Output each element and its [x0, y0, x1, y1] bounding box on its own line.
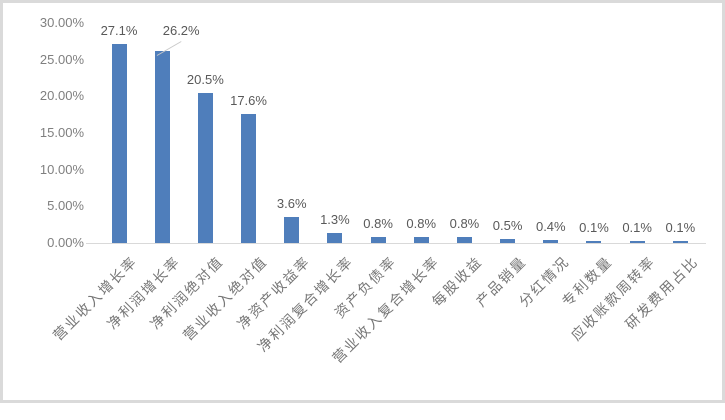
bar-chart-screenshot: { "chart_data": { "type": "bar", "title"… — [0, 0, 725, 403]
bar-8 — [413, 237, 429, 243]
bar-12 — [586, 241, 602, 243]
y-axis-tick-label: 20.00% — [39, 88, 84, 104]
bar-value-label: 0.1% — [579, 220, 609, 235]
y-axis-tick-label: 10.00% — [39, 161, 84, 177]
bar-value-label: 0.4% — [535, 219, 566, 234]
y-axis-tick-label: 15.00% — [39, 125, 84, 141]
y-axis-tick-label: 25.00% — [39, 51, 84, 67]
bar-13 — [629, 241, 645, 243]
bar-9 — [456, 237, 472, 243]
bar-14 — [672, 241, 688, 243]
bar-1 — [111, 44, 127, 243]
bar-value-label: 0.5% — [492, 218, 523, 233]
y-axis-tick-label: 5.00% — [47, 198, 84, 214]
bar-value-label: 0.1% — [665, 220, 696, 235]
x-axis-line — [86, 243, 706, 244]
category-label: 应收账款周转率 — [567, 253, 659, 344]
y-axis-tick-label: 0.00% — [47, 235, 84, 250]
bar-10 — [500, 239, 516, 243]
category-label: 专利数量 — [558, 253, 616, 310]
bar-7 — [370, 237, 386, 243]
bar-3 — [197, 93, 213, 243]
bar-value-label: 0.8% — [449, 216, 480, 231]
bar-11 — [543, 240, 559, 243]
bar-value-label: 0.1% — [622, 220, 652, 235]
bar-value-label: 3.6% — [276, 196, 307, 211]
bar-value-label: 0.8% — [406, 216, 437, 231]
bar-5 — [284, 217, 300, 243]
bar-4 — [241, 114, 257, 243]
y-axis-tick-label: 30.00% — [39, 15, 84, 31]
bar-value-label: 20.5% — [186, 72, 224, 87]
bar-value-label: 0.8% — [363, 216, 393, 231]
bar-value-label: 17.6% — [230, 93, 267, 108]
bar-2 — [154, 51, 170, 243]
bar-value-label: 1.3% — [320, 212, 350, 227]
bar-value-label: 27.1% — [100, 23, 138, 38]
bar-6 — [327, 233, 343, 243]
bar-value-label: 26.2% — [162, 23, 200, 38]
bar-chart-plot-area: 0.00% 5.00% 10.00% 15.00% 20.00% 25.00% 30.00%… — [39, 15, 706, 366]
category-label: 研发费用占比 — [622, 253, 702, 333]
